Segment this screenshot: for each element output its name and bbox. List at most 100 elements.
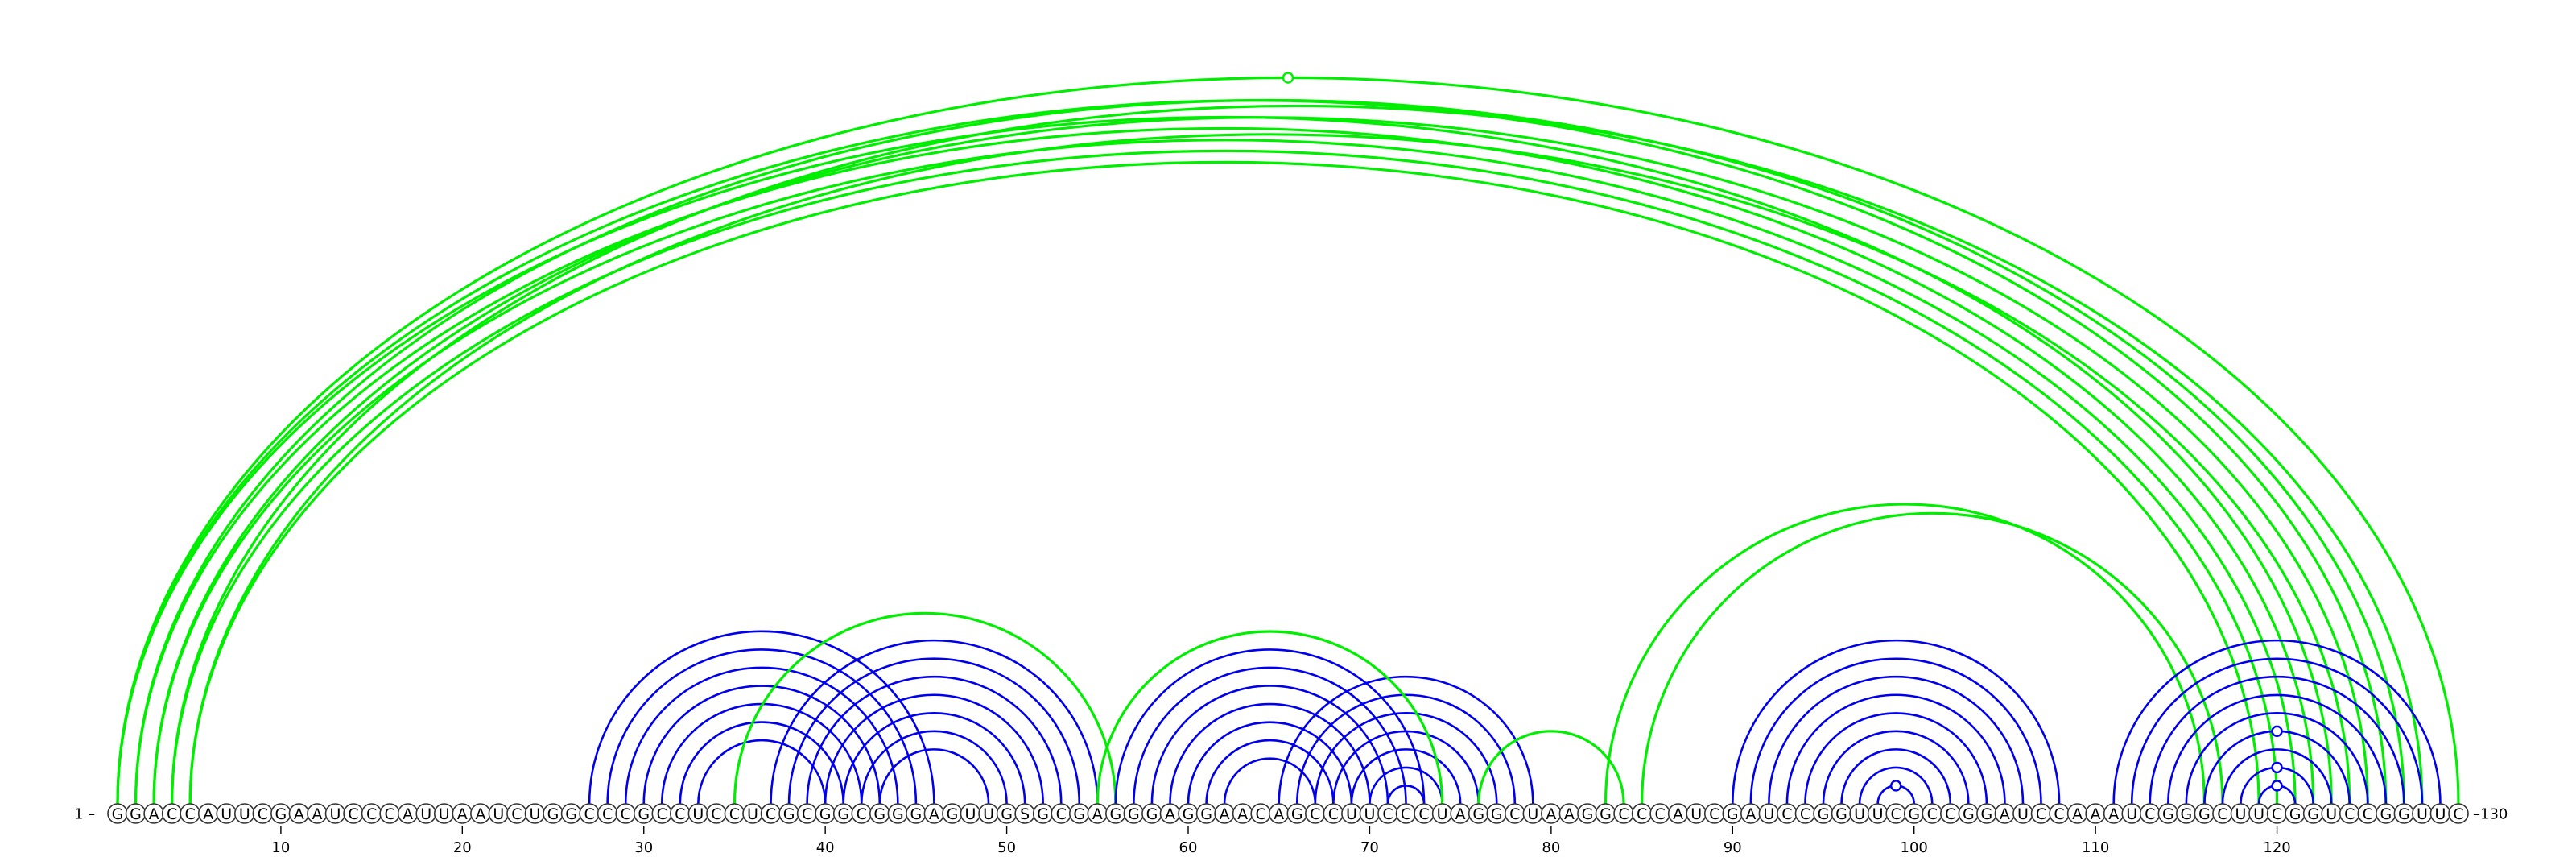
base-letter-54: G — [1073, 805, 1085, 823]
base-letter-106: U — [2017, 805, 2029, 823]
base-letter-71: C — [1382, 805, 1393, 823]
base-letter-25: G — [547, 805, 559, 823]
base-letter-79: U — [1527, 805, 1538, 823]
base-letter-61: G — [1200, 805, 1212, 823]
base-letter-99: C — [1891, 805, 1901, 823]
pair-arc-117-123 — [2221, 748, 2333, 805]
pair-arc-67-77 — [1314, 712, 1498, 805]
base-letter-102: C — [1945, 805, 1955, 823]
base-letter-76: G — [1472, 805, 1484, 823]
base-letter-66: G — [1291, 805, 1303, 823]
base-letter-110: A — [2091, 805, 2101, 823]
tick-label-50: 50 — [997, 839, 1016, 856]
arcs-layer — [116, 72, 2460, 805]
base-letter-52: G — [1037, 805, 1049, 823]
pair-arc-92-106 — [1768, 675, 2025, 805]
pair-arc-115-125 — [2185, 712, 2369, 805]
base-letter-39: C — [802, 805, 812, 823]
pair-arc-1-126 — [116, 98, 2388, 805]
pair-arc-96-102 — [1840, 748, 1952, 805]
base-letter-48: U — [965, 805, 976, 823]
base-letter-98: U — [1872, 805, 1884, 823]
base-letter-29: C — [621, 805, 631, 823]
base-letter-53: C — [1056, 805, 1067, 823]
tick-label-20: 20 — [453, 839, 472, 856]
base-letter-91: A — [1745, 805, 1756, 823]
tick-label-30: 30 — [634, 839, 653, 856]
base-letter-113: C — [2145, 805, 2155, 823]
base-letter-37: C — [766, 805, 776, 823]
position-ticks: 10 20 30 40 50 60 70 80 90 100 110 120 — [271, 826, 2291, 856]
pair-arc-2-127 — [134, 98, 2405, 805]
base-letter-80: A — [1546, 805, 1556, 823]
base-letter-32: C — [675, 805, 685, 823]
base-letter-1: G — [112, 805, 124, 823]
base-letter-28: C — [602, 805, 613, 823]
base-letter-7: U — [221, 805, 232, 823]
base-letter-88: U — [1690, 805, 1702, 823]
base-letter-86: C — [1654, 805, 1665, 823]
base-letter-112: U — [2126, 805, 2137, 823]
pair-arc-33-40 — [697, 739, 827, 805]
base-letter-78: C — [1509, 805, 1520, 823]
pair-arc-114-126 — [2167, 693, 2388, 805]
base-letter-85: C — [1637, 805, 1647, 823]
base-letter-44: G — [892, 805, 904, 823]
base-letter-33: U — [692, 805, 704, 823]
base-letter-5: C — [185, 805, 196, 823]
base-letter-3: A — [149, 805, 159, 823]
base-letter-59: A — [1165, 805, 1175, 823]
pair-arc-62-67 — [1223, 757, 1317, 805]
base-letter-97: U — [1854, 805, 1865, 823]
start-position-label: 1 – — [74, 806, 95, 823]
arc-marker-116-124 — [2271, 725, 2283, 738]
tick-label-60: 60 — [1179, 839, 1198, 856]
base-letter-101: C — [1927, 805, 1938, 823]
base-letter-8: U — [239, 805, 250, 823]
base-letter-92: U — [1763, 805, 1774, 823]
pair-arc-83-116 — [1605, 504, 2204, 804]
pair-arc-85-117 — [1640, 511, 2224, 805]
base-letter-41: G — [837, 805, 849, 823]
base-letter-15: C — [366, 805, 377, 823]
tick-label-10: 10 — [271, 839, 290, 856]
base-letter-124: C — [2344, 805, 2355, 823]
pair-arc-66-78 — [1295, 693, 1517, 805]
pair-arc-32-41 — [679, 721, 845, 805]
base-letter-27: C — [584, 805, 594, 823]
base-letter-81: A — [1564, 805, 1575, 823]
pair-arc-2-122 — [136, 128, 2314, 804]
tick-label-110: 110 — [2082, 839, 2109, 856]
base-letter-55: A — [1092, 805, 1103, 823]
base-letter-95: G — [1818, 805, 1830, 823]
pair-arc-91-107 — [1749, 658, 2042, 805]
base-letter-50: G — [1001, 805, 1013, 823]
tick-label-120: 120 — [2263, 839, 2290, 856]
base-letter-121: G — [2289, 805, 2301, 823]
base-letter-100: G — [1908, 805, 1920, 823]
base-letter-68: C — [1328, 805, 1339, 823]
base-letter-75: A — [1455, 805, 1466, 823]
pair-arc-59-70 — [1169, 702, 1371, 805]
base-letter-128: U — [2417, 805, 2428, 823]
tick-label-100: 100 — [1901, 839, 1928, 856]
base-letter-51: S — [1020, 805, 1030, 823]
base-letter-89: C — [1709, 805, 1719, 823]
tick-label-70: 70 — [1360, 839, 1379, 856]
base-letter-72: C — [1401, 805, 1411, 823]
base-letter-130: C — [2453, 805, 2463, 823]
base-letter-43: G — [873, 805, 886, 823]
base-letter-73: C — [1418, 805, 1429, 823]
base-letter-35: C — [729, 805, 740, 823]
base-letter-40: G — [819, 805, 832, 823]
base-letter-93: C — [1781, 805, 1792, 823]
pair-arc-31-42 — [660, 702, 863, 805]
pair-arc-93-105 — [1785, 693, 2006, 805]
base-letter-118: U — [2235, 805, 2247, 823]
base-letter-11: A — [294, 805, 304, 823]
base-letter-22: U — [493, 805, 504, 823]
pair-arc-57-72 — [1133, 666, 1407, 805]
base-letter-49: U — [983, 805, 994, 823]
